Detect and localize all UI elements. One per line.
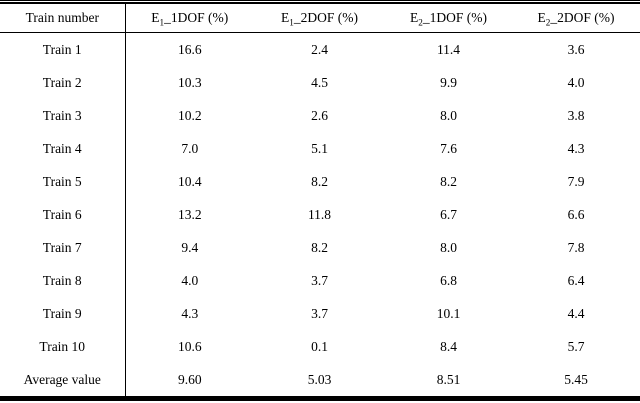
column-header: E1_2DOF (%) xyxy=(254,3,385,33)
header-prefix: E xyxy=(151,10,160,25)
row-label: Train 3 xyxy=(0,99,126,132)
value-cell: 8.2 xyxy=(440,173,457,189)
value-cell: 8.51 xyxy=(436,371,461,387)
value-cell: 7.8 xyxy=(567,239,585,255)
value-cell: 5.45 xyxy=(564,371,588,387)
value-cell: 3.7 xyxy=(311,272,328,288)
value-cell: 4.3 xyxy=(181,305,199,321)
value-cell: 0.1 xyxy=(311,338,328,354)
table-row: Train 2 10.3 4.5 9.9 4.0 xyxy=(0,66,640,99)
row-label: Train 4 xyxy=(0,132,126,165)
value-cell: 6.8 xyxy=(440,272,457,288)
value-cell: 6.6 xyxy=(567,206,585,222)
value-cell: 8.2 xyxy=(311,239,328,255)
table-row: Train 10 10.6 0.1 8.4 5.7 xyxy=(0,330,640,363)
column-header: E1_1DOF (%) xyxy=(125,3,254,33)
value-cell: 7.9 xyxy=(567,173,585,189)
value-cell: 11.4 xyxy=(436,41,461,57)
value-cell: 10.3 xyxy=(177,74,202,90)
row-label: Train 2 xyxy=(0,66,126,99)
value-cell: 4.0 xyxy=(567,74,585,90)
table-row: Train 9 4.3 3.7 10.1 4.4 xyxy=(0,297,640,330)
value-cell: 3.7 xyxy=(311,305,328,321)
value-cell: 16.6 xyxy=(177,41,202,57)
header-subscript: 1 xyxy=(289,17,294,28)
value-cell: 5.03 xyxy=(307,371,332,387)
value-cell: 5.1 xyxy=(311,140,328,156)
column-header: E2_1DOF (%) xyxy=(385,3,512,33)
header-subscript: 2 xyxy=(545,17,551,28)
value-cell: 5.7 xyxy=(567,338,585,354)
value-cell: 8.4 xyxy=(440,338,457,354)
value-cell: 4.0 xyxy=(181,272,199,288)
row-label: Train 8 xyxy=(0,264,126,297)
header-row: Train number E1_1DOF (%) E1_2DOF (%) E2_1DO… xyxy=(0,3,640,33)
value-cell: 8.0 xyxy=(440,107,457,123)
value-cell: 9.9 xyxy=(440,74,457,90)
header-suffix: _2DOF (%) xyxy=(293,10,358,25)
header-subscript: 2 xyxy=(418,17,423,28)
value-cell: 7.6 xyxy=(440,140,457,156)
header-subscript: 1 xyxy=(159,17,165,28)
value-cell: 3.6 xyxy=(567,41,585,57)
header-suffix: _2DOF (%) xyxy=(550,10,615,25)
value-cell: 10.6 xyxy=(177,338,202,354)
value-cell: 8.0 xyxy=(440,239,457,255)
top-rule-thin xyxy=(0,0,640,1)
value-cell: 13.2 xyxy=(177,206,202,222)
row-label: Train 6 xyxy=(0,198,126,231)
column-header: E2_2DOF (%) xyxy=(512,3,640,33)
table-body: Train 1 16.6 2.4 11.4 3.6 Train 2 10.3 4.5 9.9 4.… xyxy=(0,32,640,399)
header-prefix: E xyxy=(537,10,546,25)
value-cell: 6.7 xyxy=(440,206,457,222)
value-cell: 9.4 xyxy=(181,239,199,255)
table-row: Train 8 4.0 3.7 6.8 6.4 xyxy=(0,264,640,297)
table-row: Train 4 7.0 5.1 7.6 4.3 xyxy=(0,132,640,165)
table-header: Train number E1_1DOF (%) E1_2DOF (%) E2_1DO… xyxy=(0,3,640,33)
row-label: Train 1 xyxy=(0,32,126,66)
table-row: Train 7 9.4 8.2 8.0 7.8 xyxy=(0,231,640,264)
row-label: Average value xyxy=(0,363,126,399)
row-label: Train 5 xyxy=(0,165,126,198)
value-cell: 3.8 xyxy=(567,107,585,123)
header-suffix: _1DOF (%) xyxy=(422,10,487,25)
row-label: Train 9 xyxy=(0,297,126,330)
row-label: Train 7 xyxy=(0,231,126,264)
table-row: Train 1 16.6 2.4 11.4 3.6 xyxy=(0,32,640,66)
value-cell: 11.8 xyxy=(307,206,332,222)
value-cell: 4.5 xyxy=(311,74,328,90)
value-cell: 4.4 xyxy=(567,305,585,321)
value-cell: 9.60 xyxy=(177,371,202,387)
value-cell: 8.2 xyxy=(311,173,328,189)
top-rule-gap xyxy=(0,1,640,2)
table-row: Train 5 10.4 8.2 8.2 7.9 xyxy=(0,165,640,198)
value-cell: 10.1 xyxy=(436,305,461,321)
value-cell: 10.2 xyxy=(177,107,202,123)
header-prefix: E xyxy=(410,10,419,25)
column-header-train-number: Train number xyxy=(0,3,126,33)
value-cell: 2.4 xyxy=(311,41,328,57)
row-label: Train 10 xyxy=(0,330,126,363)
table-row: Train 3 10.2 2.6 8.0 3.8 xyxy=(0,99,640,132)
value-cell: 6.4 xyxy=(567,272,585,288)
value-cell: 2.6 xyxy=(311,107,328,123)
header-suffix: _1DOF (%) xyxy=(164,10,229,25)
table-row: Train 6 13.2 11.8 6.7 6.6 xyxy=(0,198,640,231)
value-cell: 7.0 xyxy=(181,140,199,156)
header-prefix: E xyxy=(281,10,290,25)
value-cell: 4.3 xyxy=(567,140,585,156)
value-cell: 10.4 xyxy=(177,173,202,189)
table-row: Average value 9.60 5.03 8.51 5.45 xyxy=(0,363,640,399)
